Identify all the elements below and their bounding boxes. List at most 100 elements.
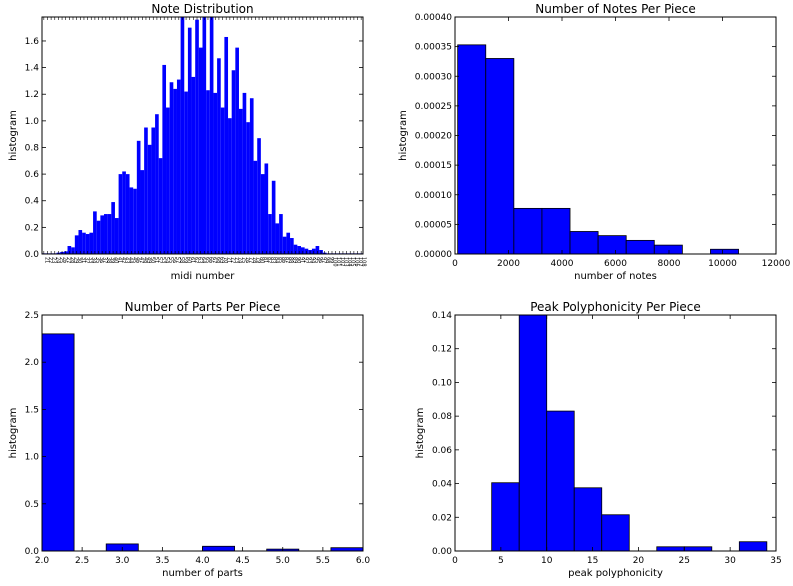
x-tick-label: 35 (770, 556, 781, 566)
bar (122, 171, 126, 254)
x-tick-label: 41 (116, 257, 122, 263)
x-tick-label: 99 (328, 257, 334, 263)
bar (140, 170, 145, 254)
y-tick-label: 0.00 (432, 547, 452, 557)
x-tick-label: 103 (342, 257, 348, 267)
bar (78, 230, 83, 254)
x-tick-label: 69 (218, 257, 224, 263)
y-tick-label: 0.00025 (415, 102, 452, 112)
y-axis-label: histogram (398, 110, 409, 161)
bar (206, 90, 210, 254)
bar (457, 44, 487, 254)
bar (213, 92, 218, 254)
y-tick-label: 0.00005 (415, 220, 452, 230)
x-tick-label: 42 (120, 257, 126, 263)
bar (173, 88, 177, 254)
bar (260, 174, 265, 254)
chart-title: Number of Parts Per Piece (125, 300, 281, 314)
bar (282, 236, 287, 254)
bar (180, 17, 185, 254)
bar (224, 36, 229, 254)
x-axis-label: number of notes (574, 271, 657, 282)
bar (601, 514, 630, 551)
x-tick-label: 81 (262, 257, 268, 263)
x-tick-label: 74 (237, 257, 243, 263)
x-tick-label: 6.0 (356, 556, 371, 566)
bar (315, 246, 320, 254)
x-tick-label: 22 (47, 257, 53, 263)
x-tick-label: 63 (197, 257, 203, 263)
bar (246, 122, 250, 254)
x-tick-label: 59 (182, 257, 188, 263)
bar (290, 238, 294, 254)
x-tick-label: 21 (43, 257, 49, 263)
x-tick-label: 37 (102, 257, 108, 263)
x-tick-label: 43 (124, 257, 130, 263)
x-tick-label: 95 (313, 257, 319, 263)
x-tick-label: 56 (171, 257, 177, 263)
bar (268, 214, 272, 254)
bar (166, 107, 170, 254)
x-tick-label: 12000 (762, 259, 791, 269)
bar (738, 541, 768, 551)
x-tick-label: 53 (160, 257, 166, 263)
x-tick-label: 60 (186, 257, 192, 263)
bar (271, 180, 276, 254)
x-tick-label: 91 (299, 257, 305, 263)
bar (104, 214, 108, 254)
x-tick-label: 2.0 (35, 556, 50, 566)
bar (133, 188, 137, 254)
bar (286, 232, 291, 254)
bar (257, 138, 261, 254)
bar (300, 247, 305, 254)
y-tick-label: 1.5 (25, 405, 39, 415)
bar (275, 223, 280, 254)
x-tick-label: 68 (215, 257, 221, 263)
x-tick-label: 33 (87, 257, 93, 263)
bar (114, 218, 119, 254)
y-tick-label: 0.2 (25, 223, 39, 233)
x-tick-label: 29 (73, 257, 79, 263)
bar (231, 70, 236, 254)
x-tick-label: 64 (200, 257, 206, 263)
bar (129, 187, 134, 254)
bar (85, 234, 90, 254)
x-tick-label: 66 (207, 257, 213, 263)
x-tick-label: 20 (633, 556, 645, 566)
bar (683, 546, 713, 551)
x-tick-label: 4.0 (195, 556, 210, 566)
y-tick-label: 1.4 (25, 64, 40, 74)
x-tick-label: 30 (76, 257, 82, 263)
y-tick-label: 0.10 (432, 378, 452, 388)
x-tick-label: 87 (284, 257, 290, 263)
y-tick-label: 0.00030 (415, 72, 452, 82)
x-tick-label: 45 (131, 257, 137, 263)
bar (238, 108, 243, 254)
bar (162, 64, 167, 254)
bar (202, 545, 235, 551)
bar (264, 163, 269, 254)
bar (235, 47, 239, 254)
x-tick-label: 62 (193, 257, 199, 263)
y-tick-label: 0.00040 (415, 13, 452, 23)
bar (93, 211, 97, 254)
bar (107, 214, 112, 254)
y-tick-label: 0.00035 (415, 43, 452, 53)
bar (653, 244, 683, 254)
bar (184, 91, 188, 254)
x-tick-label: 65 (204, 257, 210, 263)
x-tick-label: 88 (288, 257, 294, 263)
bar (100, 215, 105, 254)
x-tick-label: 80 (259, 257, 265, 263)
y-tick-label: 1.6 (25, 37, 40, 47)
bar (195, 19, 199, 254)
bar (191, 76, 196, 254)
chart-panel-3: 2.0 2.5 3.0 3.5 4.0 4.5 5.0 5.5 6.0 0.0 0.5 1.0 1.5 2… (8, 300, 370, 579)
y-tick-label: 0.08 (432, 412, 452, 422)
x-tick-label: 39 (109, 257, 115, 263)
x-axis-label: peak polyphonicity (568, 568, 663, 579)
x-axis-label: midi number (171, 271, 236, 282)
bar (541, 207, 571, 254)
x-tick-label: 0 (452, 556, 458, 566)
x-tick-label: 94 (310, 257, 316, 263)
